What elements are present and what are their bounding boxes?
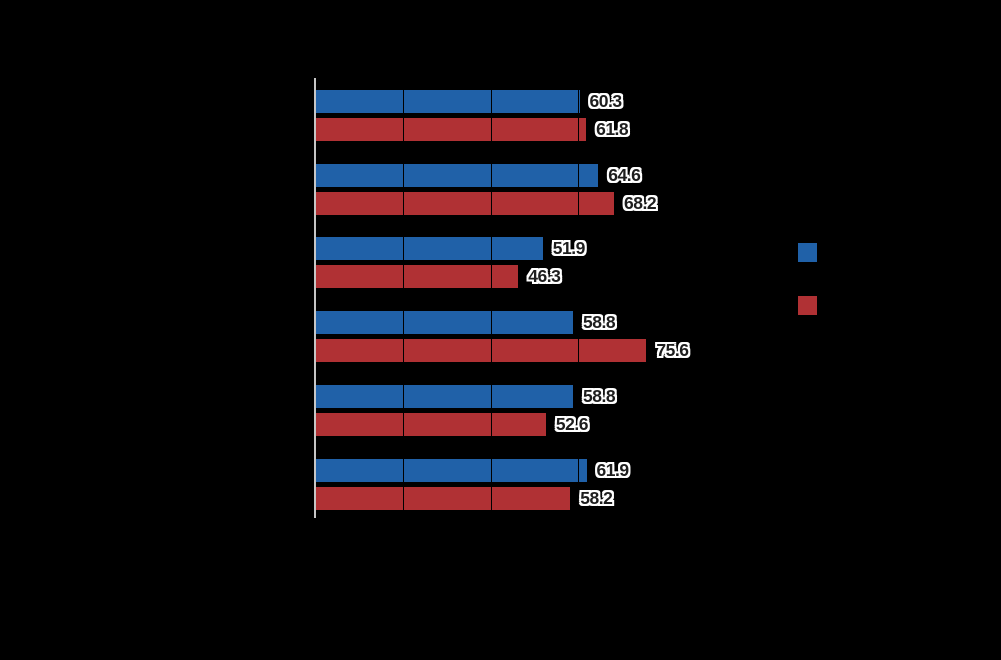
x-gridline-20 xyxy=(403,78,405,518)
bar-series-blue-group-1 xyxy=(316,90,580,113)
data-label-series-blue-group-3: 51.9 xyxy=(552,238,586,259)
bar-series-red-group-4 xyxy=(316,339,647,363)
bar-series-red-group-1 xyxy=(316,118,587,141)
legend-swatch-blue xyxy=(798,243,817,262)
bar-series-red-group-5 xyxy=(316,412,546,436)
data-label-series-red-group-6: 58.2 xyxy=(580,487,613,508)
bar-series-blue-group-6 xyxy=(316,458,587,482)
y-axis-line xyxy=(314,78,316,518)
legend-swatch-red xyxy=(798,296,817,315)
data-label-series-red-group-2: 68.2 xyxy=(624,192,657,213)
bar-series-blue-group-5 xyxy=(316,384,573,408)
bar-series-blue-group-4 xyxy=(316,311,573,335)
data-label-series-red-group-1: 61.8 xyxy=(596,119,629,139)
data-label-series-blue-group-6: 61.9 xyxy=(596,459,630,480)
data-label-series-blue-group-1: 60.3 xyxy=(589,91,623,111)
bar-series-red-group-2 xyxy=(316,191,614,215)
data-label-series-blue-group-2: 64.6 xyxy=(608,164,641,185)
data-label-series-blue-group-5: 58.8 xyxy=(583,385,616,406)
bar-series-blue-group-3 xyxy=(316,237,543,261)
x-gridline-40 xyxy=(490,78,492,518)
data-label-series-red-group-3: 46.3 xyxy=(528,266,561,287)
bar-series-blue-group-2 xyxy=(316,163,599,187)
data-label-series-red-group-4: 75.6 xyxy=(656,340,689,361)
bar-series-red-group-3 xyxy=(316,265,519,289)
x-gridline-80 xyxy=(665,78,667,518)
data-label-series-red-group-5: 52.6 xyxy=(555,413,589,434)
bar-series-red-group-6 xyxy=(316,486,571,510)
data-label-series-blue-group-4: 58.8 xyxy=(583,312,616,333)
x-gridline-60 xyxy=(578,78,580,518)
